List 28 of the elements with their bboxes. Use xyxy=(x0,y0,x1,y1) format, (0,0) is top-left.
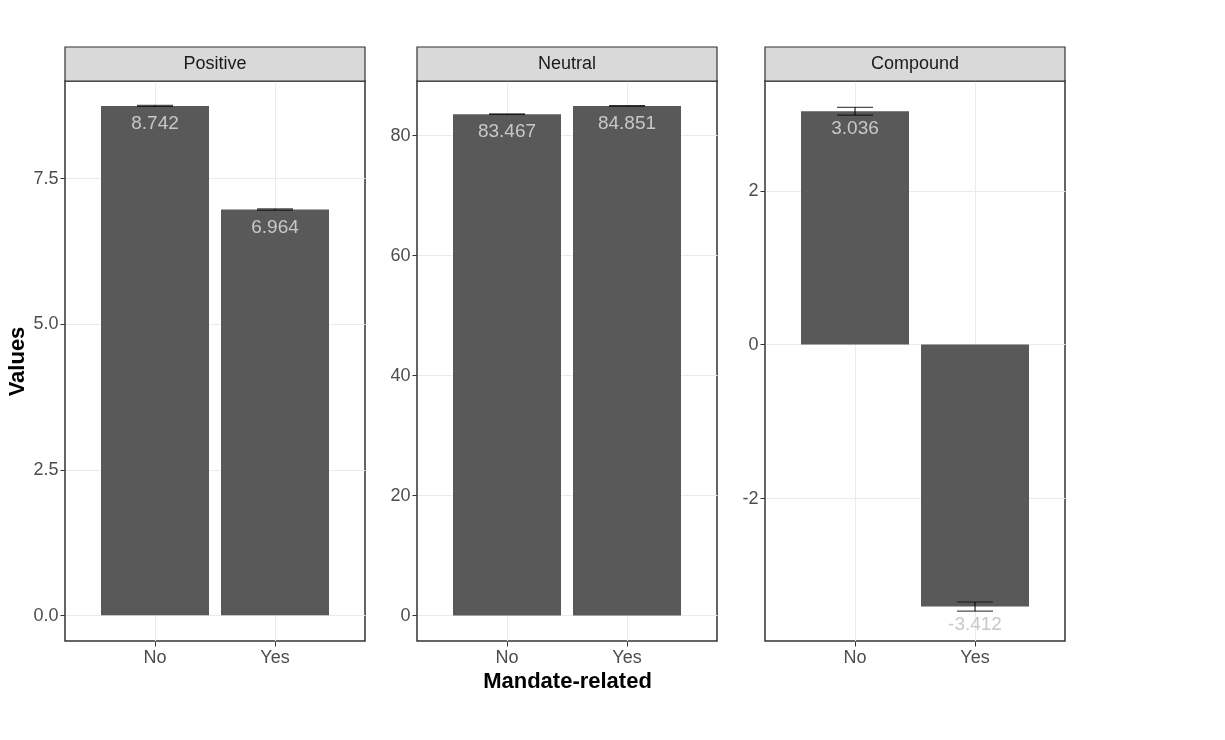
y-tick-label: 20 xyxy=(390,484,411,505)
x-tick-label: Yes xyxy=(612,646,642,667)
y-tick-label: 2 xyxy=(748,180,759,201)
x-tick-label: Yes xyxy=(960,646,990,667)
y-tick-label: 0 xyxy=(400,604,411,625)
y-tick-label: 60 xyxy=(390,244,411,265)
y-tick-label: 2.5 xyxy=(33,459,59,480)
data-label: 8.742 xyxy=(131,111,179,133)
x-tick-label: No xyxy=(495,646,519,667)
y-tick-label: 80 xyxy=(390,124,411,145)
y-tick-label: 5.0 xyxy=(33,313,59,334)
x-tick-label: No xyxy=(143,646,167,667)
y-tick-label: 7.5 xyxy=(33,167,59,188)
x-tick-label: No xyxy=(843,646,867,667)
y-tick-label: -2 xyxy=(742,487,759,508)
chart-title: Positive xyxy=(183,53,247,73)
chart-title: Compound xyxy=(870,53,960,73)
x-axis-title: Mandate-related xyxy=(483,667,652,693)
data-label: 6.964 xyxy=(251,215,300,237)
data-label: 84.851 xyxy=(597,111,657,133)
y-tick-label: 0 xyxy=(748,333,759,354)
y-tick-label: 40 xyxy=(390,364,411,385)
chart-title: Neutral xyxy=(537,53,597,73)
y-tick-label: 0.0 xyxy=(33,604,59,625)
data-label: 3.036 xyxy=(831,117,879,139)
x-tick-label: Yes xyxy=(260,646,290,667)
y-axis-title: Values xyxy=(4,326,30,397)
data-label: 83.467 xyxy=(477,120,537,142)
